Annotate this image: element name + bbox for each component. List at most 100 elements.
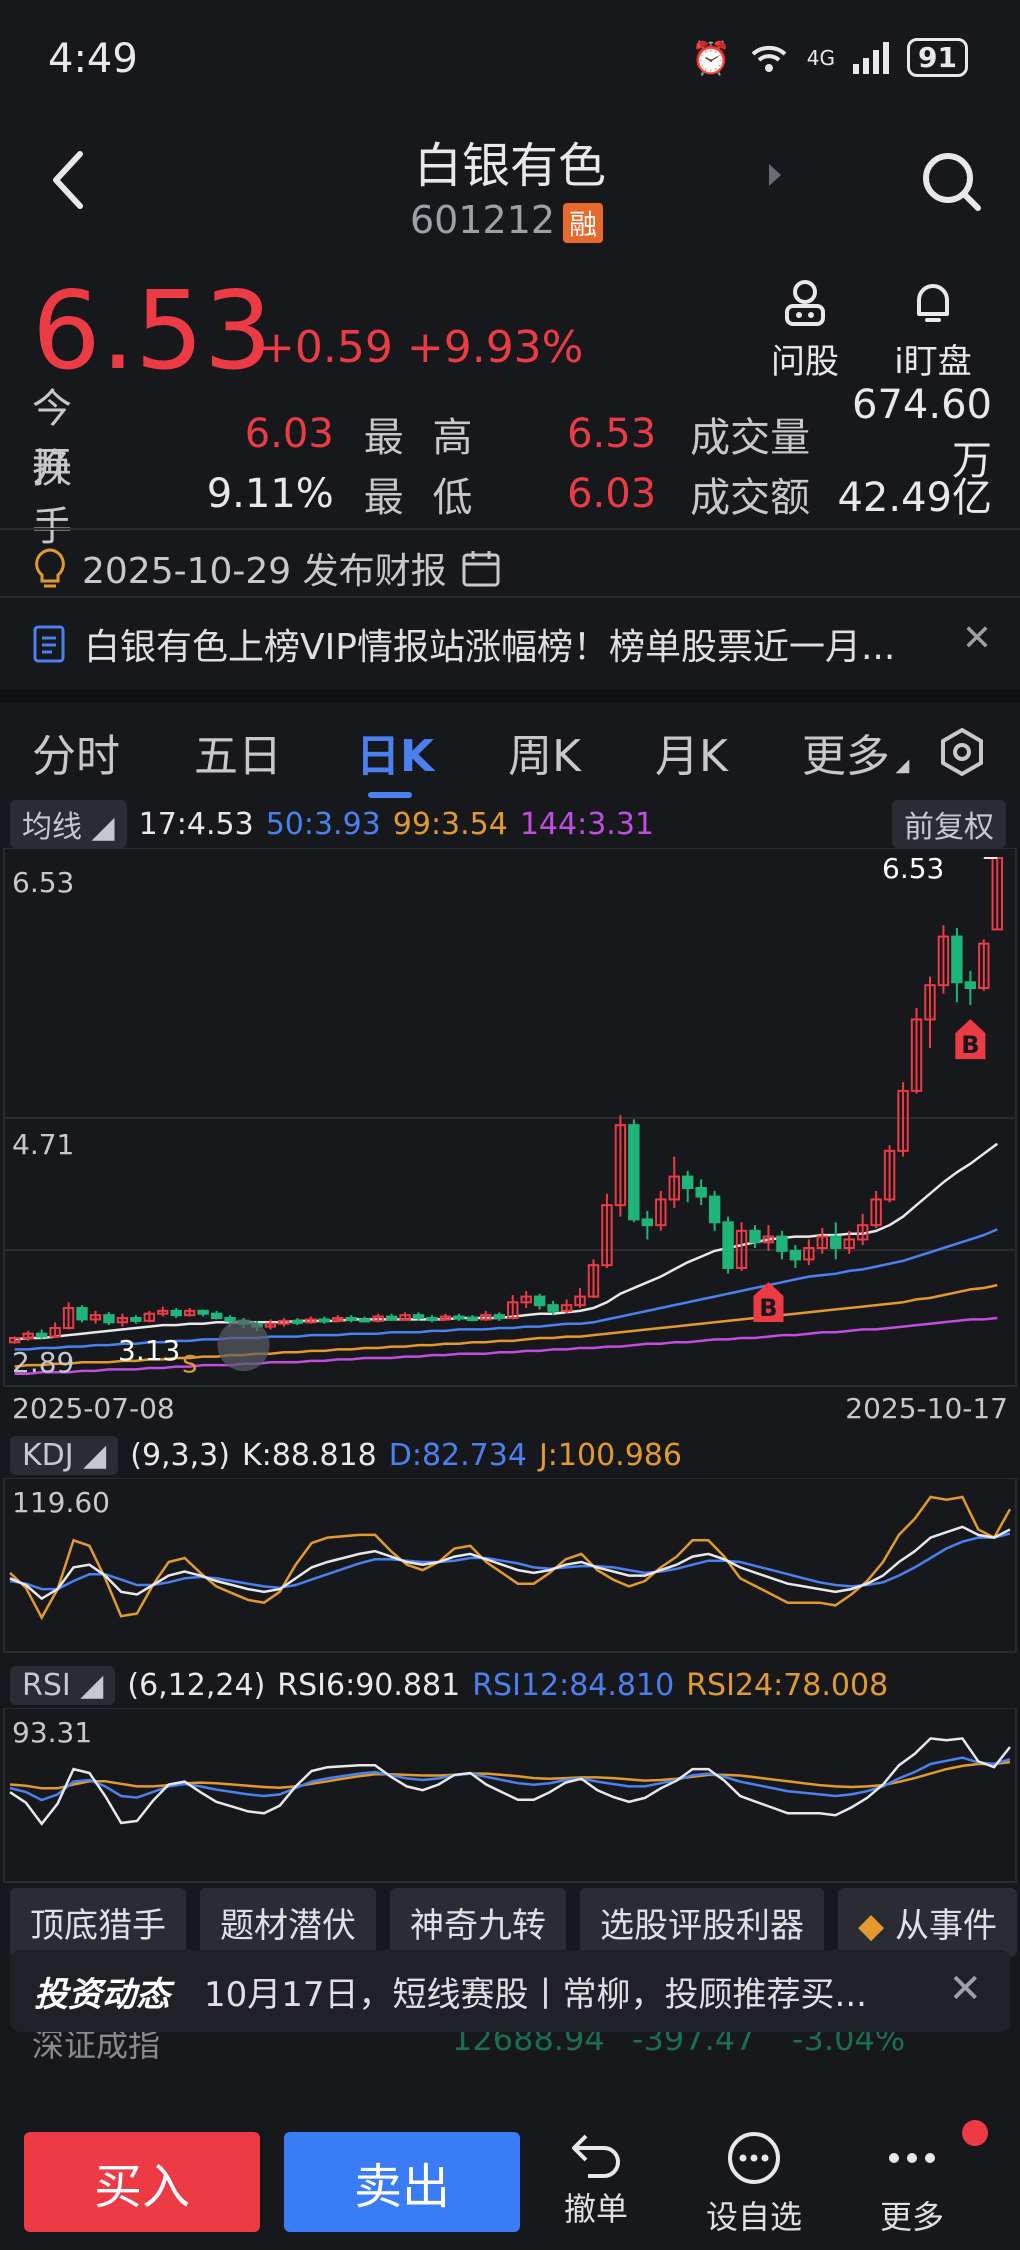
candle-body <box>789 1249 802 1261</box>
chart-tabs: 分时 五日 日K 周K 月K 更多 ◢ <box>0 712 1020 798</box>
document-icon <box>33 625 65 663</box>
tab-daily-k[interactable]: 日K <box>356 720 434 798</box>
candle-body <box>116 1317 129 1324</box>
strategy-chip[interactable]: 神奇九转 <box>390 1888 566 1957</box>
divider <box>0 596 1020 598</box>
news-bar[interactable]: 白银有色上榜VIP情报站涨幅榜！榜单股票近一月... ✕ <box>32 618 992 670</box>
candle-body <box>910 1018 923 1092</box>
buy-signal-marker-label: B <box>961 1031 979 1059</box>
candle-body <box>681 1175 694 1190</box>
settings-icon[interactable] <box>937 727 987 777</box>
more-button[interactable]: 更多 <box>852 2130 972 2238</box>
tab-monthly-k[interactable]: 月K <box>654 731 728 782</box>
tab-more[interactable]: 更多 ◢ <box>801 731 910 782</box>
candle-body <box>601 1204 613 1267</box>
ma-selector[interactable]: 均线 ◢ <box>10 800 127 848</box>
candle-body <box>776 1235 788 1252</box>
amount-label: 成交额 <box>690 475 811 521</box>
ask-stock-button[interactable]: 问股 <box>745 278 865 383</box>
rsi-legend: RSI ◢ (6,12,24) RSI6:90.881 RSI12:84.810… <box>10 1666 888 1705</box>
kdj-frame <box>3 1478 1017 1653</box>
change-amount: +0.59 <box>258 322 393 373</box>
candle-body <box>924 984 936 1021</box>
investment-news-banner[interactable]: 投资动态 10月17日，短线赛股丨常柳，投顾推荐买... ✕ <box>10 1950 1010 2032</box>
sell-signal-marker[interactable]: S <box>182 1350 197 1378</box>
candle-body <box>372 1315 384 1322</box>
rsi-selector[interactable]: RSI ◢ <box>10 1666 116 1705</box>
stats-row-2: 换 手 9.11% 最 低 6.03 成交额 42.49亿 <box>32 446 992 550</box>
next-stock-icon[interactable] <box>765 160 785 190</box>
buy-button[interactable]: 买入 <box>24 2132 260 2232</box>
candle-body <box>856 1224 869 1241</box>
candle-body <box>964 981 977 990</box>
candle-body <box>399 1314 411 1321</box>
candle-body <box>453 1315 465 1320</box>
strategy-chip[interactable]: 选股评股利器 <box>580 1888 824 1957</box>
ma17-value: 17:4.53 <box>138 806 254 842</box>
kdj-d-line <box>9 1532 1011 1591</box>
kdj-label: KDJ <box>22 1438 74 1473</box>
candle-body <box>426 1317 438 1321</box>
low-value: 6.03 <box>567 471 657 517</box>
rsi-chart[interactable] <box>0 1708 1020 1884</box>
candle-body <box>978 942 990 989</box>
amount-value: 42.49亿 <box>837 475 992 521</box>
strategy-chip-event[interactable]: ◆ 从事件 <box>838 1888 1017 1957</box>
ma-legend: 均线 ◢ 17:4.53 50:3.93 99:3.54 144:3.31 <box>10 800 654 848</box>
back-arrow-icon[interactable] <box>48 150 88 210</box>
change-percent: +9.93% <box>406 322 584 373</box>
sell-button[interactable]: 卖出 <box>284 2132 520 2232</box>
high-label: 最 高 <box>363 415 481 461</box>
candle-body <box>170 1309 182 1317</box>
earnings-report-row[interactable]: 2025-10-29 发布财报 <box>32 542 501 594</box>
price-change: +0.59 +9.93% <box>258 322 584 373</box>
add-watchlist-button[interactable]: 设自选 <box>694 2130 814 2238</box>
turnover-value: 9.11% <box>206 471 334 517</box>
ma99-line <box>14 1283 998 1368</box>
search-icon[interactable] <box>920 150 982 212</box>
candle-body <box>480 1314 492 1321</box>
rsi12-line <box>9 1756 1011 1802</box>
strategy-chip[interactable]: 顶底猎手 <box>10 1888 186 1957</box>
ma99-value: 99:3.54 <box>392 806 508 842</box>
tab-five-day[interactable]: 五日 <box>194 731 282 782</box>
kdj-chart[interactable] <box>0 1478 1020 1654</box>
candle-body <box>183 1309 196 1317</box>
status-icons: ⏰ 4G 91 <box>691 38 968 77</box>
tab-weekly-k[interactable]: 周K <box>508 731 581 782</box>
buy-signal-marker[interactable] <box>753 1282 784 1322</box>
buy-signal-marker[interactable] <box>955 1019 986 1060</box>
close-icon[interactable]: ✕ <box>948 1966 982 2012</box>
rsi12-value: RSI12:84.810 <box>472 1668 675 1703</box>
tab-intraday[interactable]: 分时 <box>32 731 120 782</box>
candle-body <box>843 1238 855 1249</box>
kdj-params: (9,3,3) <box>130 1438 230 1473</box>
cancel-order-button[interactable]: 撤单 <box>536 2130 656 2230</box>
kline-chart[interactable]: B B S <box>0 848 1020 1388</box>
strategy-chip[interactable]: 题材潜伏 <box>200 1888 376 1957</box>
zoom-handle-icon[interactable] <box>217 1319 270 1372</box>
adjust-selector[interactable]: 前复权 <box>892 800 1006 848</box>
earnings-report-text: 2025-10-29 发布财报 <box>82 551 447 592</box>
status-bar: 4:49 ⏰ 4G 91 <box>0 0 1020 120</box>
network-type: 4G <box>806 45 836 70</box>
candle-body <box>264 1322 277 1328</box>
rsi-label: RSI <box>22 1668 71 1703</box>
last-price-marker: 6.53 <box>882 852 945 885</box>
candle-body <box>291 1319 304 1324</box>
ask-stock-label: 问股 <box>771 342 839 382</box>
candle-body <box>332 1317 344 1322</box>
candle-body <box>493 1314 505 1319</box>
turnover-label: 换 手 <box>32 446 80 550</box>
high-value: 6.53 <box>567 411 657 457</box>
close-icon[interactable]: ✕ <box>961 618 992 659</box>
open-value: 6.03 <box>244 411 334 457</box>
candle-body <box>628 1124 640 1221</box>
kdj-selector[interactable]: KDJ ◢ <box>10 1436 119 1475</box>
bell-icon <box>917 284 949 322</box>
rsi24-line <box>9 1760 1011 1790</box>
ma144-value: 144:3.31 <box>519 806 655 842</box>
candle-body <box>655 1198 667 1227</box>
watch-button[interactable]: i盯盘 <box>873 278 993 383</box>
kdj-axis-max: 119.60 <box>12 1486 110 1519</box>
